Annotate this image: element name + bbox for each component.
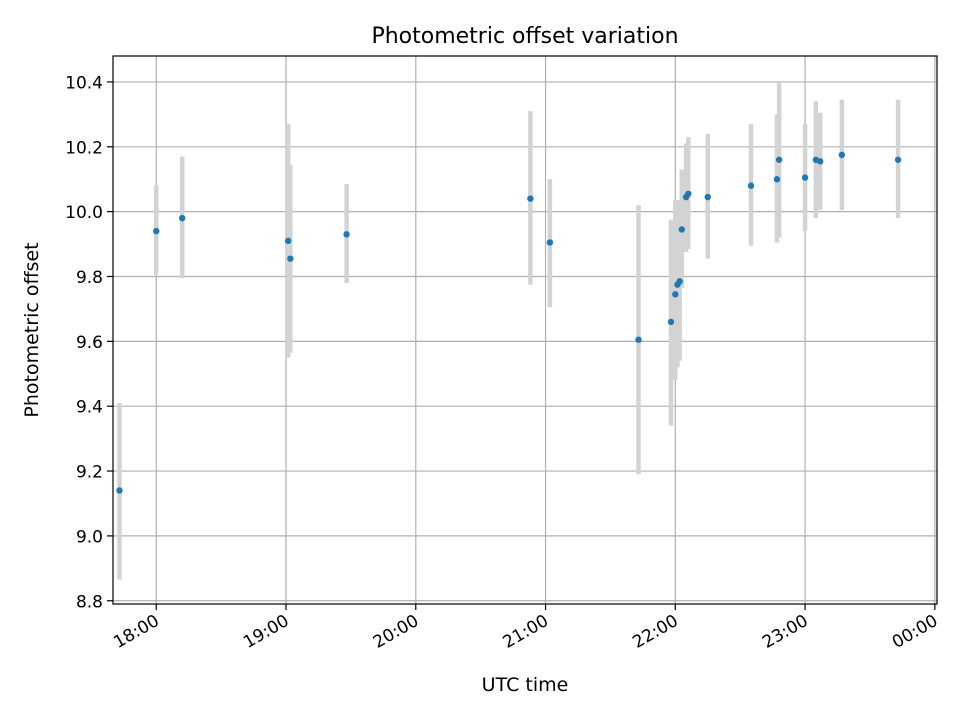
data-point xyxy=(527,195,534,202)
data-point xyxy=(747,182,755,189)
data-point xyxy=(817,158,824,165)
data-point xyxy=(775,156,783,163)
data-point xyxy=(116,487,123,494)
y-tick-label: 9.2 xyxy=(76,463,103,483)
data-point xyxy=(894,156,902,163)
data-point xyxy=(287,255,294,262)
data-point xyxy=(676,278,683,285)
y-tick-label: 9.0 xyxy=(76,527,103,547)
y-tick-label: 10.0 xyxy=(65,203,103,223)
data-point xyxy=(773,176,781,183)
y-tick-label: 9.6 xyxy=(76,333,103,353)
x-axis-label: UTC time xyxy=(482,674,569,696)
data-point xyxy=(678,226,685,233)
plot-frame xyxy=(112,55,938,605)
data-point xyxy=(704,193,711,201)
chart-title: Photometric offset variation xyxy=(371,24,678,49)
data-point xyxy=(179,214,186,222)
y-tick-label: 10.4 xyxy=(65,73,103,93)
data-point xyxy=(685,190,692,198)
data-point xyxy=(284,237,292,245)
data-point xyxy=(667,318,675,326)
data-point xyxy=(838,151,846,159)
data-point xyxy=(343,231,350,238)
data-point xyxy=(672,291,679,298)
y-tick-label: 8.8 xyxy=(76,592,103,612)
data-point xyxy=(153,227,160,235)
y-tick-label: 10.2 xyxy=(65,138,103,158)
data-point xyxy=(635,336,642,343)
data-point xyxy=(801,174,809,181)
y-tick-label: 9.8 xyxy=(76,268,103,288)
y-axis-label: Photometric offset xyxy=(21,242,43,417)
y-tick-label: 9.4 xyxy=(76,398,103,418)
data-point xyxy=(546,239,554,246)
